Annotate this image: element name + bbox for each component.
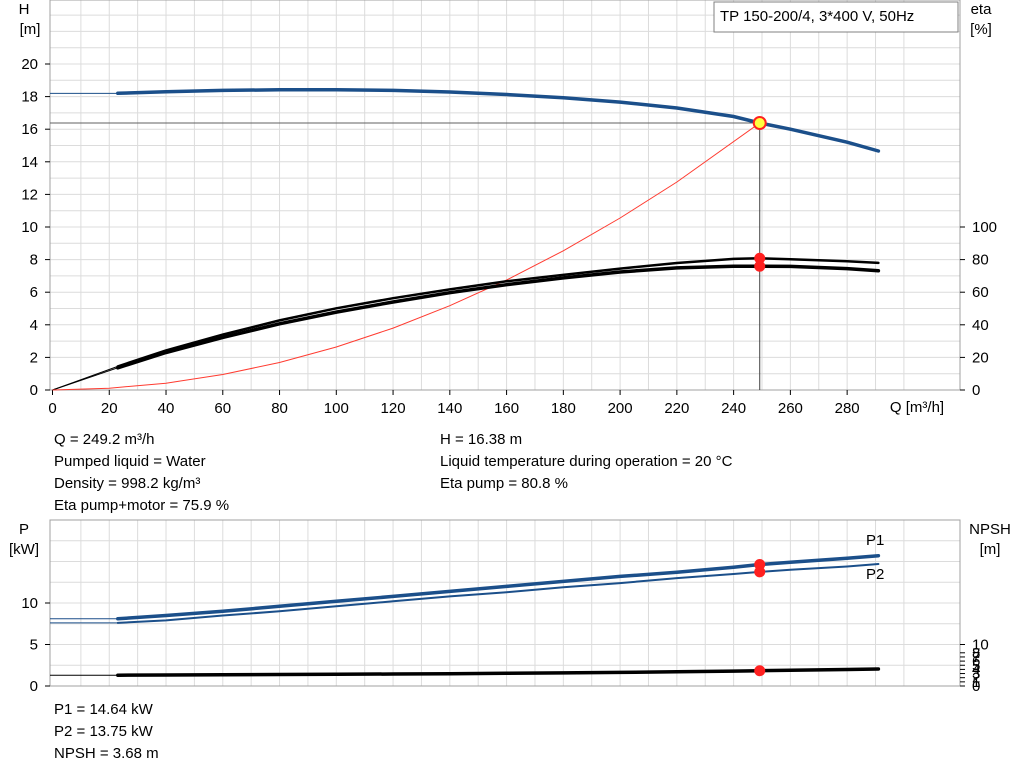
x-tick-label: 180	[551, 400, 576, 417]
h-tick-label: 0	[30, 382, 38, 399]
p2-series-label: P2	[866, 566, 884, 583]
x-tick-label: 80	[271, 400, 288, 417]
x-tick-label: 0	[48, 400, 56, 417]
eta-tick-label: 20	[972, 349, 989, 366]
h-axis-unit: [m]	[20, 21, 41, 38]
operating-point-markers	[752, 116, 767, 677]
npsh-tick-label: 1	[972, 674, 980, 691]
h-tick-label: 18	[21, 89, 38, 106]
x-tick-label: 40	[158, 400, 175, 417]
info-line: H = 16.38 m	[440, 431, 523, 448]
q-axis-label: Q [m³/h]	[890, 399, 944, 416]
x-tick-label: 60	[214, 400, 231, 417]
h-tick-label: 4	[30, 317, 38, 334]
top-grid	[50, 0, 960, 390]
top-tick-labels: 0 20 40 60 80 100 120 140 160 180 200 220 240 260 2800…	[21, 56, 997, 417]
h-tick-label: 16	[21, 121, 38, 138]
p-tick-label: 5	[30, 637, 38, 654]
x-tick-label: 200	[608, 400, 633, 417]
head-operating-point-marker	[752, 116, 767, 131]
npsh-axis-unit: [m]	[980, 541, 1001, 558]
top-plot-frame	[49, 0, 961, 391]
p-tick-label: 0	[30, 678, 38, 695]
info-line: Eta pump+motor = 75.9 %	[54, 497, 230, 514]
info-line: NPSH = 3.68 m	[54, 745, 159, 762]
x-tick-label: 120	[381, 400, 406, 417]
info-bottom: P1 = 14.64 kW P2 = 13.75 kW NPSH = 3.68 …	[54, 699, 159, 765]
eta-total-extension-line	[52, 367, 118, 391]
npsh-tick-label: 10	[972, 637, 989, 654]
npsh-curve	[116, 667, 881, 677]
p1-curve	[116, 553, 881, 621]
x-tick-label: 160	[494, 400, 519, 417]
h-tick-label: 14	[21, 154, 38, 171]
x-tick-label: 20	[101, 400, 118, 417]
info-line: Density = 998.2 kg/m³	[54, 475, 201, 492]
h-tick-label: 6	[30, 284, 38, 301]
h-tick-label: 2	[30, 349, 38, 366]
info-line: Pumped liquid = Water	[54, 453, 206, 470]
npsh-tick-label: 2	[972, 670, 980, 687]
info-line: P2 = 13.75 kW	[54, 723, 153, 740]
h-tick-label: 12	[21, 186, 38, 203]
info-top-left: Q = 249.2 m³/h Pumped liquid = Water Den…	[54, 429, 229, 517]
info-line: Eta pump = 80.8 %	[440, 475, 568, 492]
h-axis-label: H	[19, 1, 30, 18]
eta-tick-label: 40	[972, 317, 989, 334]
npsh-tick-label: 8	[972, 645, 980, 662]
eta-axis-label: eta	[971, 1, 993, 18]
x-tick-label: 140	[437, 400, 462, 417]
bottom-grid	[50, 520, 960, 686]
x-tick-label: 260	[778, 400, 803, 417]
npsh-tick-label: 0	[972, 678, 980, 695]
eta-tick-label: 0	[972, 382, 980, 399]
h-tick-label: 20	[21, 56, 38, 73]
x-tick-label: 220	[664, 400, 689, 417]
npsh-axis-label: NPSH	[969, 521, 1011, 538]
bottom-curves	[50, 553, 881, 677]
npsh-tick-label: 4	[972, 661, 980, 678]
head-curve	[116, 88, 881, 153]
eta-pump-curve	[116, 257, 880, 368]
info-line: P1 = 14.64 kW	[54, 701, 153, 718]
eta-tick-label: 100	[972, 219, 997, 236]
npsh-tick-label: 7	[972, 649, 980, 666]
info-line: Q = 249.2 m³/h	[54, 431, 155, 448]
info-line: Liquid temperature during operation = 20…	[440, 453, 733, 470]
x-tick-label: 280	[835, 400, 860, 417]
title-box	[713, 1, 959, 33]
x-tick-label: 100	[324, 400, 349, 417]
eta-total-curve	[116, 264, 881, 370]
npsh-tick-label: 3	[972, 666, 980, 683]
chart-title: TP 150-200/4, 3*400 V, 50Hz	[720, 8, 914, 25]
npsh-tick-label: 5	[972, 657, 980, 674]
p-axis-label: P	[19, 521, 29, 538]
p-tick-label: 10	[21, 595, 38, 612]
p1-series-label: P1	[866, 532, 884, 549]
p-axis-unit: [kW]	[9, 541, 39, 558]
npsh-tick-label: 6	[972, 653, 980, 670]
eta-total-marker	[754, 260, 766, 272]
h-tick-label: 10	[21, 219, 38, 236]
h-tick-label: 8	[30, 252, 38, 269]
eta-pump-marker	[754, 252, 766, 264]
eta-axis-unit: [%]	[970, 21, 992, 38]
eta-tick-label: 80	[972, 252, 989, 269]
p2-marker	[754, 566, 766, 578]
eta-tick-label: 60	[972, 284, 989, 301]
npsh-marker	[754, 665, 766, 677]
system-curve	[52, 122, 760, 391]
info-top-right: H = 16.38 m Liquid temperature during op…	[440, 429, 732, 495]
top-curves	[50, 88, 881, 391]
x-tick-label: 240	[721, 400, 746, 417]
p2-curve	[116, 563, 880, 624]
